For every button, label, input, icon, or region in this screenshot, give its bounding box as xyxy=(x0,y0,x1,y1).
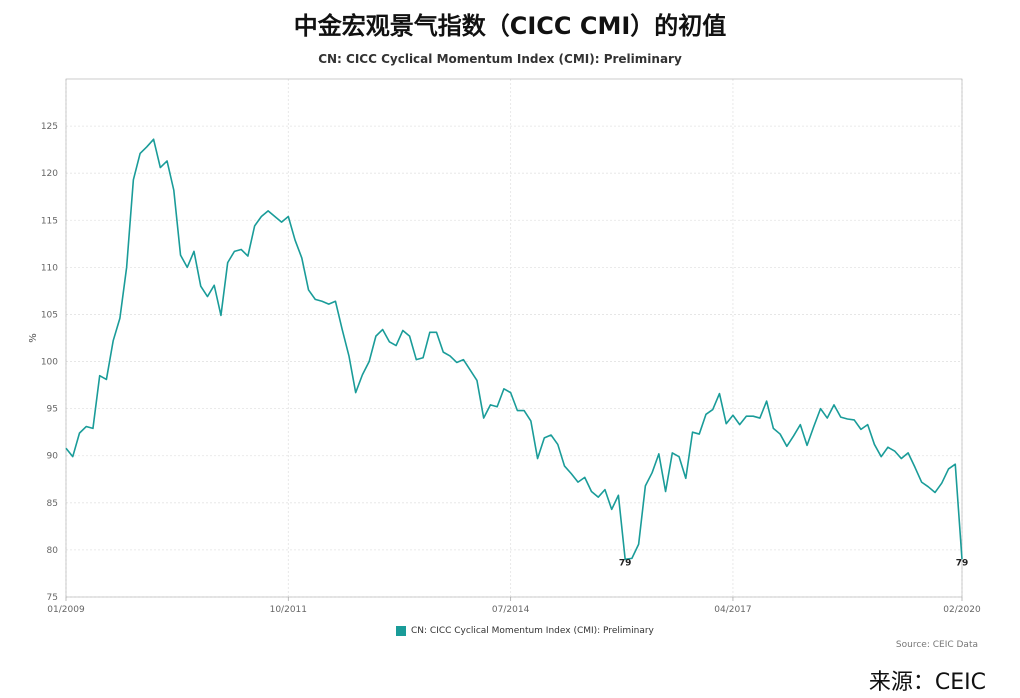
plot-frame xyxy=(65,78,963,598)
data-labels: 79 79 xyxy=(619,558,968,568)
y-tick-label: 105 xyxy=(41,310,58,320)
source-note: Source: CEIC Data xyxy=(895,640,978,650)
y-tick-label: 75 xyxy=(47,593,58,603)
x-tick-label: 01/2009 xyxy=(47,605,85,615)
x-tick-label: 10/2011 xyxy=(270,605,307,615)
y-tick-label: 95 xyxy=(47,405,58,415)
y-tick-label: 80 xyxy=(47,546,59,556)
legend: CN: CICC Cyclical Momentum Index (CMI): … xyxy=(396,626,654,636)
data-label: 79 xyxy=(619,558,632,568)
y-tick-label: 90 xyxy=(47,452,59,462)
x-axis-ticks: 01/2009 10/2011 07/2014 04/2017 02/2020 xyxy=(47,597,981,615)
y-tick-label: 125 xyxy=(41,122,58,132)
data-label: 79 xyxy=(956,558,969,568)
y-tick-label: 85 xyxy=(47,499,58,509)
y-tick-label: 110 xyxy=(41,263,58,273)
source-cn: 来源：CEIC xyxy=(868,670,986,695)
data-points xyxy=(65,138,963,560)
main-title: 中金宏观景气指数（CICC CMI）的初值 xyxy=(293,12,727,40)
legend-swatch xyxy=(396,626,406,636)
y-tick-label: 120 xyxy=(41,169,58,179)
x-tick-label: 02/2020 xyxy=(943,605,981,615)
y-axis-ticks: 75 80 85 90 95 100 105 110 115 120 125 xyxy=(41,122,58,603)
legend-label: CN: CICC Cyclical Momentum Index (CMI): … xyxy=(411,626,654,636)
x-tick-label: 07/2014 xyxy=(492,605,530,615)
chart-subtitle: CN: CICC Cyclical Momentum Index (CMI): … xyxy=(318,52,682,66)
series-line xyxy=(65,138,963,561)
y-tick-label: 115 xyxy=(41,216,58,226)
grid-lines xyxy=(65,79,963,598)
y-tick-label: 100 xyxy=(41,358,58,368)
x-tick-label: 04/2017 xyxy=(714,605,751,615)
y-axis-label: % xyxy=(28,333,39,343)
